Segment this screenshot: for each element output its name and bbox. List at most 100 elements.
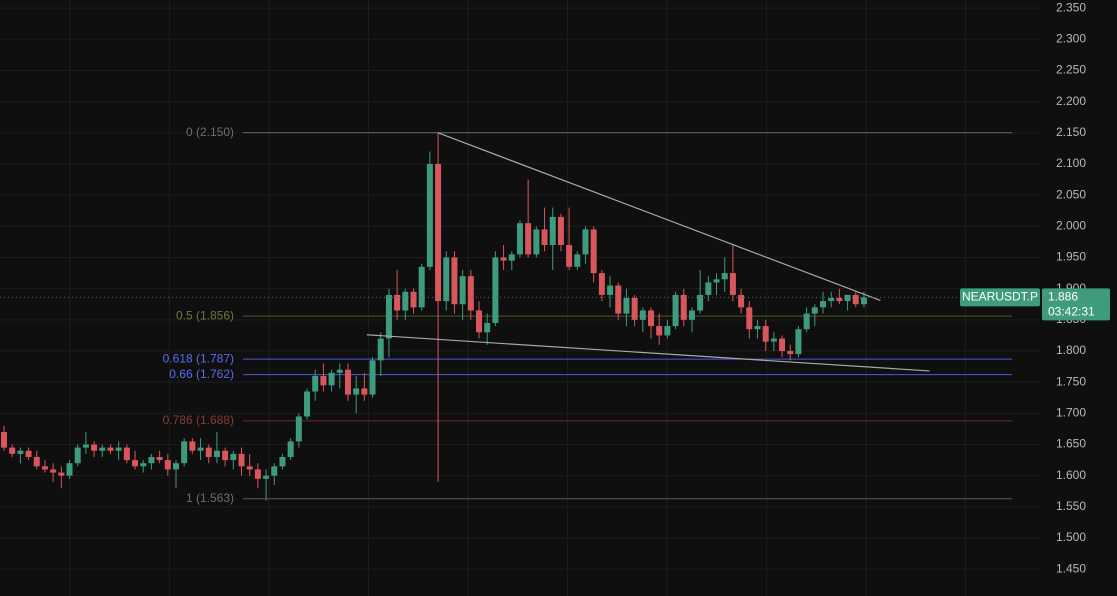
candle-body [246,466,253,470]
candle-body [803,313,810,330]
symbol-label: NEARUSDT.P [962,290,1038,304]
candle-body [721,273,728,280]
candle-body [410,291,417,308]
candle-body [25,450,32,457]
candle-body [82,444,89,448]
candle-body [500,257,507,261]
candle-body [205,447,212,457]
candle-body [836,298,843,302]
candle-body [230,453,237,461]
candle-body [484,322,491,333]
candle-body [787,350,794,355]
candle-body [115,447,122,451]
candle-body [271,466,278,476]
y-tick-label: 2.350 [1056,0,1086,14]
candle-body [459,276,466,305]
y-tick-label: 1.800 [1056,343,1086,357]
candle-body [164,460,171,470]
candle-body [631,298,638,320]
candle-body [615,285,622,314]
candle-body [140,463,147,467]
y-tick-label: 1.450 [1056,561,1086,575]
candle-body [344,369,351,395]
candle-body [41,466,48,470]
candle-body [672,294,679,327]
candle-body [197,447,204,451]
candle-body [279,456,286,467]
candle-body [557,216,564,246]
candle-body [189,441,196,451]
candle-body [533,229,540,255]
fib-label: 0.618 (1.787) [163,351,234,365]
candle-body [91,444,98,451]
candle-body [713,279,720,283]
y-tick-label: 2.000 [1056,218,1086,232]
candle-body [648,310,655,327]
candle-body [435,163,442,302]
y-tick-label: 2.150 [1056,125,1086,139]
countdown-label: 03:42:31 [1048,305,1095,319]
y-tick-label: 1.500 [1056,530,1086,544]
candle-body [263,475,270,479]
candle-body [1,432,7,448]
candle-body [426,163,433,267]
candle-body [287,441,294,457]
y-tick-label: 1.750 [1056,374,1086,388]
candle-body [254,469,261,479]
candle-body [860,297,867,305]
candle-body [779,338,786,351]
candle-body [353,388,360,395]
candle-body [99,447,106,451]
candle-body [123,447,130,461]
candle-body [443,257,450,302]
candle-body [844,294,851,302]
fib-label: 0.786 (1.688) [163,413,234,427]
candle-body [74,447,81,464]
candle-body [213,450,220,457]
candle-body [738,294,745,308]
candle-body [369,360,376,395]
fib-label: 0.66 (1.762) [169,367,234,381]
candle-body [181,441,188,464]
y-tick-label: 1.650 [1056,437,1086,451]
y-tick-label: 2.250 [1056,63,1086,77]
y-tick-label: 2.050 [1056,187,1086,201]
candle-body [336,369,343,373]
candle-body [795,329,802,355]
candle-body [295,416,302,442]
candle-body [361,388,368,395]
candle-body [697,294,704,311]
candle-body [222,450,229,461]
candle-body [705,282,712,295]
candle-body [17,450,24,454]
candle-body [402,291,409,311]
trendline [437,132,881,302]
candle-body [639,310,646,320]
candle-body [598,273,605,295]
candle-body [50,469,57,473]
candle-body [729,273,736,295]
candle-body [582,229,589,255]
candle-body [385,294,392,339]
candle-body [9,447,16,454]
candle-body [66,463,73,476]
candle-body [328,372,335,386]
candle-body [623,298,630,314]
fib-label: 0 (2.150) [186,125,234,139]
candle-body [33,456,40,467]
candle-body [320,375,327,386]
candle-body [377,338,384,361]
candle-body [525,223,532,255]
last-price-label: 1.886 [1048,290,1078,304]
y-tick-label: 2.300 [1056,31,1086,45]
fib-label: 0.5 (1.856) [176,308,234,322]
candle-body [680,294,687,320]
candle-body [418,266,425,308]
trendline [366,334,930,372]
candle-body [107,447,114,451]
y-tick-label: 1.600 [1056,468,1086,482]
candle-body [574,254,581,267]
candle-body [476,310,483,333]
y-tick-label: 2.100 [1056,156,1086,170]
